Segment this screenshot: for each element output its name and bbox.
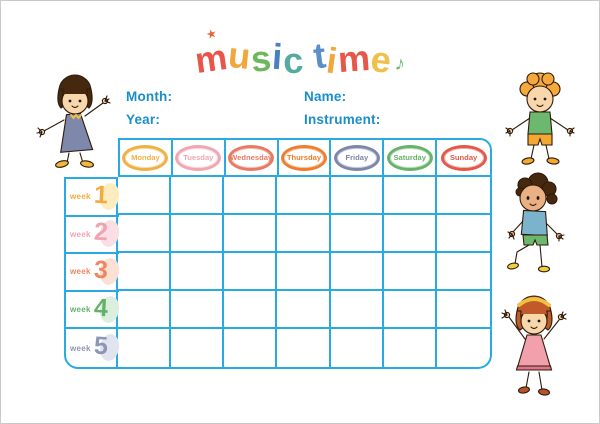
- title-letter: m: [192, 35, 230, 82]
- practice-cell: [330, 177, 384, 215]
- week-row-header: week 4: [66, 292, 121, 330]
- kid-girl-pink-dress-illustration: [501, 295, 567, 396]
- practice-cell: [171, 215, 225, 253]
- title-letter: u: [226, 33, 253, 78]
- week-label: week: [70, 192, 91, 202]
- title-letter: e: [368, 38, 394, 81]
- day-oval: Wednesday: [228, 144, 275, 171]
- day-label: Friday: [345, 153, 369, 162]
- day-label: Monday: [131, 153, 160, 162]
- practice-cell: [330, 291, 384, 329]
- practice-cell: [383, 291, 437, 329]
- title-letter: c: [281, 39, 305, 82]
- title-letter: s: [248, 37, 274, 80]
- week-label: week: [70, 343, 91, 353]
- practice-cell: [224, 329, 278, 367]
- day-label: Tuesday: [183, 153, 214, 162]
- week-number-digit: 3: [93, 255, 109, 285]
- day-oval: Thursday: [280, 144, 327, 171]
- practice-cell: [118, 177, 172, 215]
- practice-cell: [277, 291, 331, 329]
- practice-cell: [436, 177, 490, 215]
- title-letter: m: [336, 36, 372, 81]
- practice-cell: [383, 215, 437, 253]
- week-row-header: week 1: [66, 179, 121, 217]
- practice-cell: [224, 215, 278, 253]
- practice-cell: [171, 291, 225, 329]
- day-label: Sunday: [449, 153, 478, 162]
- practice-cell: [436, 215, 490, 253]
- practice-cell: [436, 253, 490, 291]
- kid-boy-green-shirt-illustration: [505, 72, 575, 165]
- day-header-cell: Tuesday: [173, 140, 226, 175]
- practice-cell: [437, 329, 490, 367]
- week-number: 4: [93, 293, 121, 326]
- practice-cell: [277, 253, 331, 291]
- week-label: week: [70, 229, 91, 239]
- week-column: week 1 week 2 week 3 week 4 week 5: [64, 177, 121, 369]
- practice-cell: [331, 329, 384, 367]
- practice-cell: [118, 215, 172, 253]
- practice-cell: [277, 215, 331, 253]
- day-oval: Friday: [333, 144, 380, 171]
- week-number: 5: [93, 331, 121, 364]
- practice-grid: [118, 177, 492, 369]
- week-label: week: [70, 267, 91, 277]
- practice-cell: [224, 177, 278, 215]
- practice-cell: [383, 177, 437, 215]
- day-header-cell: Thursday: [279, 140, 332, 175]
- day-header-cell: Saturday: [384, 140, 438, 175]
- day-header-cell: Wednesday: [226, 140, 279, 175]
- week-number-digit: 1: [93, 180, 109, 210]
- week-row-header: week 5: [66, 329, 121, 367]
- day-label: Thursday: [286, 153, 322, 162]
- week-number-digit: 2: [93, 218, 109, 247]
- week-number: 3: [93, 255, 121, 288]
- day-oval: Tuesday: [175, 144, 222, 171]
- practice-cell: [330, 253, 384, 291]
- kid-boy-blue-shirt-illustration: [507, 172, 565, 273]
- practice-cell: [171, 329, 225, 367]
- week-label: week: [70, 305, 91, 315]
- page-title: ★ m u s i c t i m e ♪: [1, 23, 599, 82]
- practice-cell: [118, 253, 172, 291]
- practice-cell: [436, 291, 490, 329]
- name-label: Name:: [304, 89, 347, 104]
- week-number: 2: [93, 218, 121, 250]
- practice-cell: [118, 329, 172, 367]
- year-label: Year:: [126, 112, 161, 127]
- day-header-cell: Monday: [120, 140, 173, 175]
- practice-cell: [330, 215, 384, 253]
- week-row-header: week 3: [66, 254, 121, 292]
- day-oval: Saturday: [386, 144, 433, 171]
- day-header-row: Monday Tuesday Wednesday Thursday Friday Satu…: [118, 138, 492, 177]
- music-note-icon: ♪: [393, 52, 407, 76]
- day-header-cell: Friday: [331, 140, 385, 175]
- practice-cell: [224, 253, 278, 291]
- practice-cell: [383, 253, 437, 291]
- practice-cell: [224, 291, 278, 329]
- day-header-cell: Sunday: [437, 140, 490, 175]
- practice-cell: [171, 177, 225, 215]
- practice-cell: [118, 291, 172, 329]
- week-number-digit: 5: [93, 331, 109, 361]
- practice-cell: [171, 253, 225, 291]
- week-number-digit: 4: [93, 293, 109, 322]
- day-label: Wednesday: [230, 153, 273, 162]
- day-label: Saturday: [393, 153, 426, 162]
- instrument-label: Instrument:: [304, 112, 381, 127]
- practice-cell: [277, 329, 331, 367]
- kid-girl-blue-dress-illustration: [36, 74, 111, 168]
- day-oval: Monday: [122, 144, 169, 171]
- day-oval: Sunday: [440, 144, 487, 171]
- week-row-header: week 2: [66, 217, 121, 255]
- practice-cell: [277, 177, 331, 215]
- practice-cell: [384, 329, 437, 367]
- week-number: 1: [93, 180, 121, 213]
- month-label: Month:: [126, 89, 173, 104]
